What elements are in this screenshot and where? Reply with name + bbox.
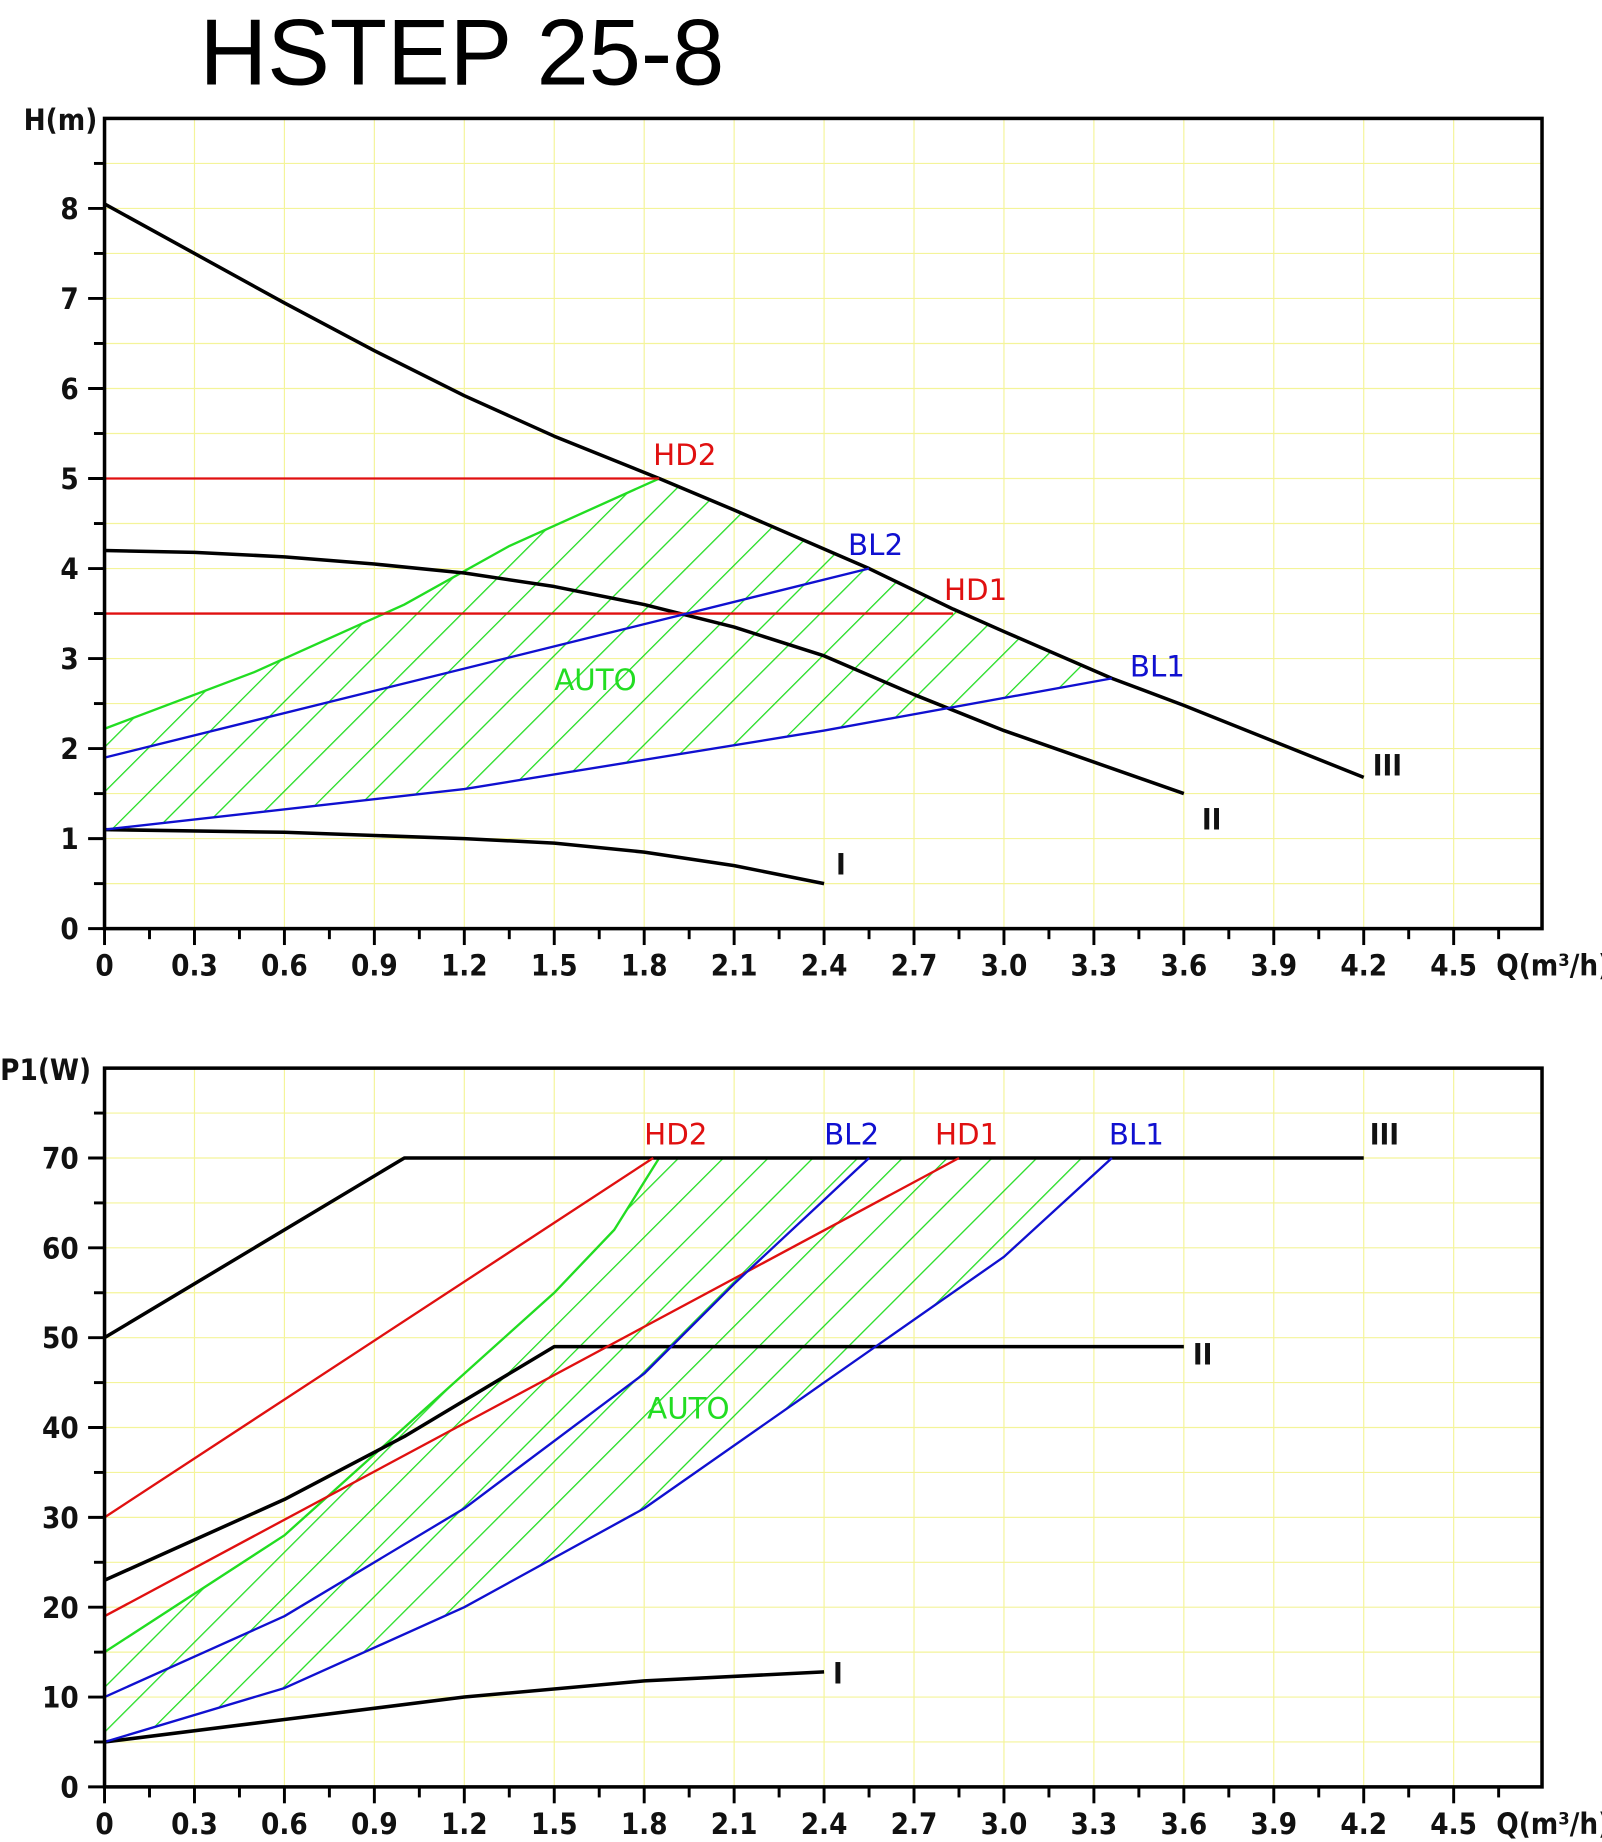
x-tick-label: 4.2 <box>1340 949 1387 983</box>
y-tick-label: 5 <box>60 462 78 496</box>
x-axis-label: Q(m³/h) <box>1496 1807 1602 1841</box>
y-tick-label: 10 <box>42 1681 79 1715</box>
auto-region-upper-line <box>104 477 660 730</box>
auto-region-upper-line <box>103 1157 661 1654</box>
y-tick-label: 6 <box>60 372 78 406</box>
curve-bl1 <box>104 1157 1113 1744</box>
curve-i <box>104 827 825 886</box>
y-tick-label: 8 <box>60 192 78 226</box>
y-tick-label: 7 <box>60 282 78 316</box>
x-tick-label: 3.3 <box>1071 949 1118 983</box>
curve-label-hd1: HD1 <box>944 573 1007 607</box>
curve-label-bl1: BL1 <box>1109 1118 1164 1152</box>
curve-label-bl1: BL1 <box>1130 650 1185 684</box>
y-tick-label: 4 <box>60 552 78 586</box>
x-axis-label: Q(m³/h) <box>1496 949 1602 983</box>
x-tick-label: 1.2 <box>441 949 488 983</box>
y-tick-label: 2 <box>60 732 78 766</box>
y-axis-label: P1(W) <box>0 1053 91 1087</box>
x-tick-label: 0.6 <box>261 949 308 983</box>
x-tick-label: 4.5 <box>1430 1807 1477 1841</box>
x-tick-label: 4.5 <box>1430 949 1477 983</box>
y-tick-label: 70 <box>42 1142 79 1176</box>
chart-title: HSTEP 25-8 <box>200 0 725 104</box>
curve-hd1 <box>103 1156 960 1618</box>
curve-label-bl2: BL2 <box>848 528 903 562</box>
power-flow-chart: 0 0.3 0.6 0.9 1.2 1.5 1.8 2.1 2.4 2.7 3.0 3.3 3.6 3.9… <box>0 1053 1602 1841</box>
curve-label-iii: III <box>1370 1118 1399 1152</box>
curve-hd2 <box>103 1157 654 1519</box>
x-tick-label: 1.5 <box>531 949 578 983</box>
x-tick-label: 3.6 <box>1160 1807 1207 1841</box>
x-tick-label: 2.7 <box>891 949 938 983</box>
x-tick-label: 0 <box>95 1807 113 1841</box>
curve-iii <box>103 202 1365 780</box>
curve-label-i: I <box>836 848 846 882</box>
x-tick-label: 2.1 <box>711 1807 758 1841</box>
auto-region-hatch <box>104 1157 1112 1742</box>
x-tick-label: 0.3 <box>171 949 218 983</box>
curve-bl2 <box>104 1157 870 1699</box>
curve-bl2 <box>104 567 870 759</box>
curve-label-hd2: HD2 <box>653 438 716 472</box>
y-tick-label: 50 <box>42 1321 79 1355</box>
auto-region-hatch <box>104 478 1112 830</box>
x-tick-label: 0.9 <box>351 1807 398 1841</box>
x-tick-label: 0 <box>95 949 113 983</box>
y-tick-label: 3 <box>60 642 78 676</box>
curve-bl1 <box>104 677 1113 831</box>
curve-label-iii: III <box>1373 749 1402 783</box>
x-tick-label: 2.1 <box>711 949 758 983</box>
curve-ii <box>104 548 1185 796</box>
x-tick-label: 3.0 <box>981 949 1028 983</box>
y-tick-label: 0 <box>60 1770 78 1804</box>
y-tick-label: 1 <box>60 822 78 856</box>
y-tick-label: 60 <box>42 1231 79 1265</box>
y-tick-label: 30 <box>42 1501 79 1535</box>
x-tick-label: 2.4 <box>801 1807 848 1841</box>
x-tick-label: 3.6 <box>1160 949 1207 983</box>
y-tick-label: 0 <box>60 912 78 946</box>
x-tick-label: 4.2 <box>1340 1807 1387 1841</box>
curve-ii <box>103 1344 1184 1582</box>
curve-label-bl2: BL2 <box>824 1118 879 1152</box>
curve-iii <box>103 1156 1364 1340</box>
x-tick-label: 0.3 <box>171 1807 218 1841</box>
head-flow-chart: 0 0.3 0.6 0.9 1.2 1.5 1.8 2.1 2.4 2.7 3.0 3.3 3.6 3.9… <box>24 103 1602 982</box>
x-tick-label: 3.0 <box>981 1807 1028 1841</box>
curve-label-auto: AUTO <box>554 663 636 697</box>
curve-label-ii: II <box>1193 1338 1213 1372</box>
curve-label-hd2: HD2 <box>644 1118 707 1152</box>
x-tick-label: 2.4 <box>801 949 848 983</box>
curve-label-i: I <box>833 1657 843 1691</box>
x-tick-label: 2.7 <box>891 1807 938 1841</box>
y-tick-label: 40 <box>42 1411 79 1445</box>
x-tick-label: 1.8 <box>621 949 668 983</box>
x-tick-label: 1.8 <box>621 1807 668 1841</box>
y-tick-label: 20 <box>42 1591 79 1625</box>
curve-label-hd1: HD1 <box>935 1118 998 1152</box>
x-tick-label: 3.3 <box>1071 1807 1118 1841</box>
y-axis-label: H(m) <box>24 103 98 137</box>
x-tick-label: 0.9 <box>351 949 398 983</box>
x-tick-label: 3.9 <box>1250 949 1297 983</box>
curve-label-auto: AUTO <box>647 1392 729 1426</box>
x-tick-label: 3.9 <box>1250 1807 1297 1841</box>
x-tick-label: 1.5 <box>531 1807 578 1841</box>
curve-i <box>104 1670 825 1744</box>
x-tick-label: 1.2 <box>441 1807 488 1841</box>
curve-label-ii: II <box>1202 803 1222 837</box>
x-tick-label: 0.6 <box>261 1807 308 1841</box>
